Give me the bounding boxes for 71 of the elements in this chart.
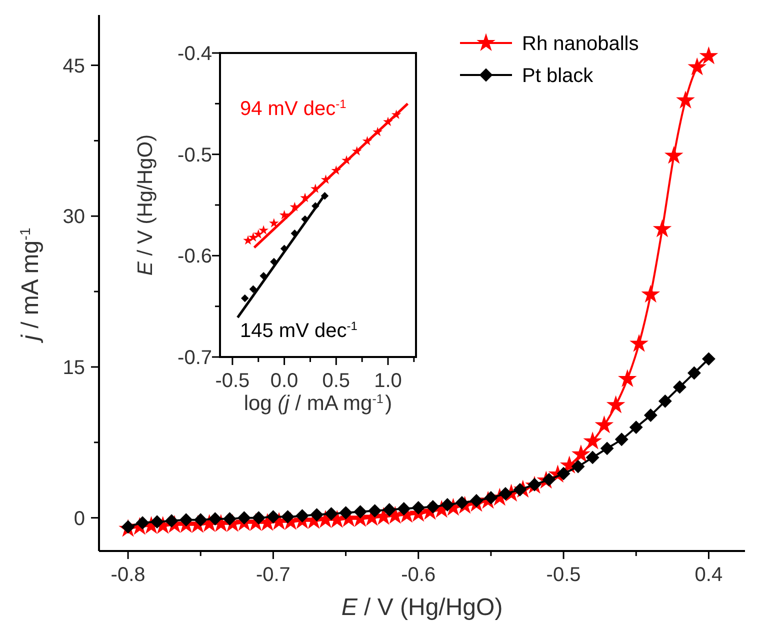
point	[571, 460, 585, 474]
y-tick-label: 0	[74, 508, 85, 530]
y-tick-label: -0.7	[178, 347, 212, 369]
point	[249, 285, 258, 293]
x-tick-label: -0.7	[256, 564, 290, 586]
point	[618, 369, 637, 388]
annotation: 94 mV dec$^{-1}$	[240, 97, 347, 120]
point	[687, 366, 701, 380]
point	[136, 516, 150, 530]
point	[572, 444, 590, 462]
point	[194, 513, 208, 527]
point	[606, 395, 626, 414]
x-axis-title: log (j / mA mg$^{-1}$)	[244, 392, 392, 415]
point	[426, 500, 440, 514]
point	[179, 513, 193, 527]
x-tick-label: -0.8	[110, 564, 146, 586]
x-tick-label: 0.5	[322, 370, 350, 392]
point	[629, 420, 643, 434]
point	[241, 294, 249, 302]
point	[296, 509, 309, 523]
point	[258, 225, 268, 235]
point	[652, 219, 672, 238]
point	[243, 235, 253, 245]
point	[688, 57, 707, 76]
point	[368, 504, 382, 518]
x-tick-label: -0.6	[401, 564, 436, 586]
point	[672, 380, 686, 394]
point	[594, 415, 614, 434]
y-tick-label: -0.6	[178, 246, 212, 268]
point	[600, 442, 614, 456]
legend-label: Rh nanoballs	[522, 33, 639, 55]
legend-label: Pt black	[522, 65, 594, 87]
point	[266, 510, 280, 524]
y-tick-label: 15	[62, 356, 85, 379]
x-tick-label: -0.5	[215, 370, 250, 392]
annotation: 145 mV dec$^{-1}$	[240, 319, 358, 342]
x-axis-title: E / V (Hg/HgO)	[341, 594, 503, 621]
point	[269, 218, 279, 228]
y-tick-label: 30	[62, 206, 85, 228]
point	[699, 46, 718, 64]
point	[208, 512, 222, 526]
y-tick-label: 45	[62, 55, 85, 78]
y-axis-title: E / V (Hg/HgO)	[134, 134, 157, 276]
point	[455, 496, 469, 510]
x-tick-label: 0.0	[270, 370, 298, 392]
point	[658, 394, 672, 408]
x-tick-label: 1.0	[374, 370, 402, 392]
point	[644, 408, 658, 422]
point	[237, 511, 251, 525]
point	[676, 90, 695, 108]
point	[484, 490, 498, 504]
point	[498, 486, 512, 500]
point	[253, 229, 264, 239]
point	[586, 450, 600, 464]
point	[150, 515, 164, 529]
x-tick-label: 0.4	[694, 564, 723, 586]
point	[702, 352, 716, 366]
point	[440, 498, 454, 512]
point	[641, 284, 660, 303]
point	[412, 501, 426, 514]
point	[354, 505, 368, 518]
y-tick-label: -0.4	[178, 43, 212, 65]
point	[614, 432, 628, 446]
point	[583, 431, 602, 450]
point	[324, 507, 338, 520]
y-tick-label: -0.5	[178, 144, 212, 166]
point	[664, 146, 684, 164]
point	[630, 334, 648, 352]
x-tick-label: -0.5	[546, 564, 581, 586]
point	[556, 466, 570, 480]
point	[310, 508, 324, 522]
